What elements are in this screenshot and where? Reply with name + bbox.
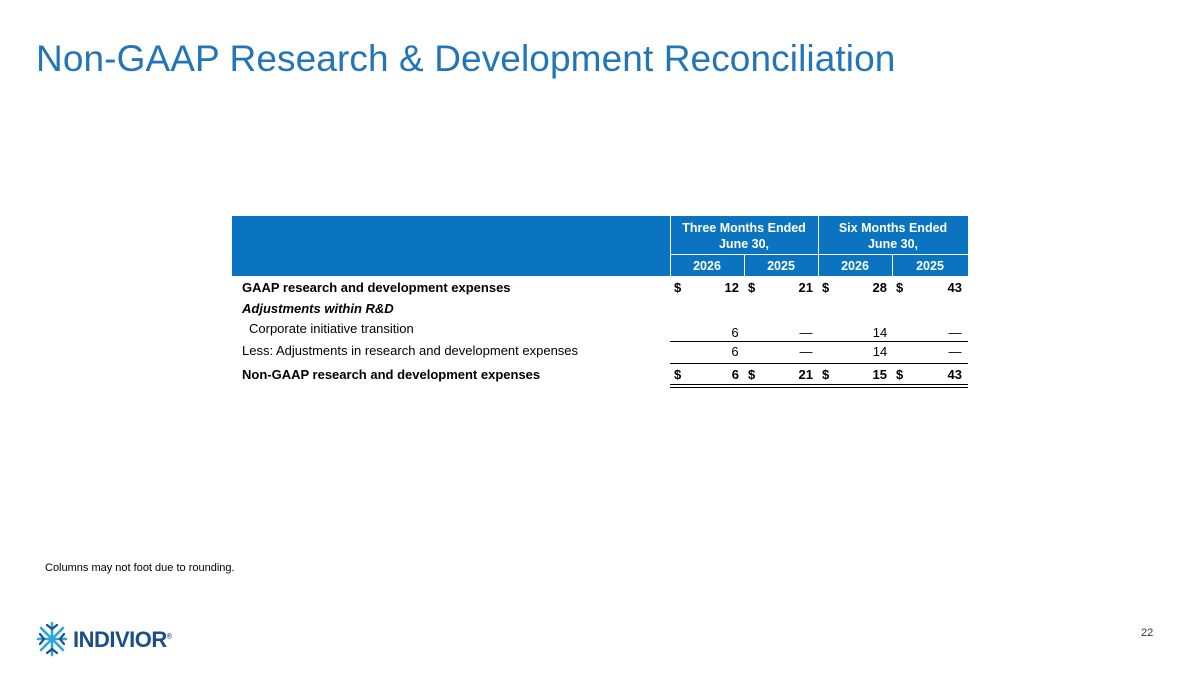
logo-wordmark-text: INDIVIOR <box>73 627 167 652</box>
cell-value: — <box>948 344 962 359</box>
currency-symbol: $ <box>674 280 682 295</box>
cell-value: 6 <box>731 344 739 359</box>
footnote: Columns may not foot due to rounding. <box>45 562 235 574</box>
header-divider <box>670 216 671 276</box>
currency-symbol: $ <box>822 367 830 382</box>
row-label: GAAP research and development expenses <box>242 280 511 295</box>
subtotal-rule <box>670 341 968 342</box>
cell-value: 6 <box>731 367 739 382</box>
header-divider <box>744 254 745 276</box>
header-three-months-line2: June 30, <box>718 237 770 251</box>
table-row: Less: Adjustments in research and develo… <box>232 343 968 363</box>
table-row: Corporate initiative transition 6 — 14 — <box>232 321 968 341</box>
subtotal-rule <box>670 363 968 364</box>
header-divider <box>892 254 893 276</box>
row-label: Corporate initiative transition <box>249 321 414 336</box>
header-six-months-line1: Six Months Ended <box>838 221 948 235</box>
cell-value: — <box>948 325 962 340</box>
cell-value: 14 <box>872 344 888 359</box>
cell-value: — <box>799 325 813 340</box>
cell-value: 14 <box>872 325 888 340</box>
table-header-band <box>232 216 968 276</box>
cell-value: 6 <box>731 325 739 340</box>
cell-value: 43 <box>947 367 962 382</box>
row-label: Non-GAAP research and development expens… <box>242 367 541 382</box>
total-double-rule <box>670 387 968 388</box>
page-number: 22 <box>1141 627 1154 639</box>
cell-value: 43 <box>947 280 962 295</box>
cell-value: 28 <box>872 280 887 295</box>
company-logo: INDIVIOR® <box>35 620 172 660</box>
page-title: Non-GAAP Research & Development Reconcil… <box>36 38 896 79</box>
currency-symbol: $ <box>896 367 904 382</box>
registered-mark: ® <box>166 633 172 641</box>
currency-symbol: $ <box>674 367 682 382</box>
table-row: Adjustments within R&D <box>232 301 968 321</box>
table-row: Non-GAAP research and development expens… <box>232 367 968 387</box>
cell-value: 21 <box>798 280 813 295</box>
header-year: 2026 <box>693 259 721 273</box>
header-three-months: Three Months Ended June 30, <box>670 220 818 252</box>
currency-symbol: $ <box>896 280 904 295</box>
cell-value: — <box>799 344 813 359</box>
header-six-months: Six Months Ended June 30, <box>818 220 968 252</box>
indivior-mark-icon <box>36 621 68 657</box>
row-label: Adjustments within R&D <box>242 301 394 316</box>
header-year: 2026 <box>841 259 869 273</box>
total-double-rule <box>670 384 968 385</box>
header-six-months-line2: June 30, <box>867 237 919 251</box>
header-year: 2025 <box>916 259 944 273</box>
cell-value: 21 <box>798 367 813 382</box>
currency-symbol: $ <box>748 367 756 382</box>
header-three-months-line1: Three Months Ended <box>682 221 806 235</box>
header-divider <box>670 254 968 255</box>
cell-value: 15 <box>872 367 887 382</box>
currency-symbol: $ <box>748 280 756 295</box>
row-label: Less: Adjustments in research and develo… <box>242 343 579 358</box>
header-year: 2025 <box>767 259 795 273</box>
logo-wordmark: INDIVIOR® <box>73 627 172 653</box>
header-divider <box>818 216 819 276</box>
table-row: GAAP research and development expenses $… <box>232 280 968 300</box>
cell-value: 12 <box>724 280 739 295</box>
currency-symbol: $ <box>822 280 830 295</box>
